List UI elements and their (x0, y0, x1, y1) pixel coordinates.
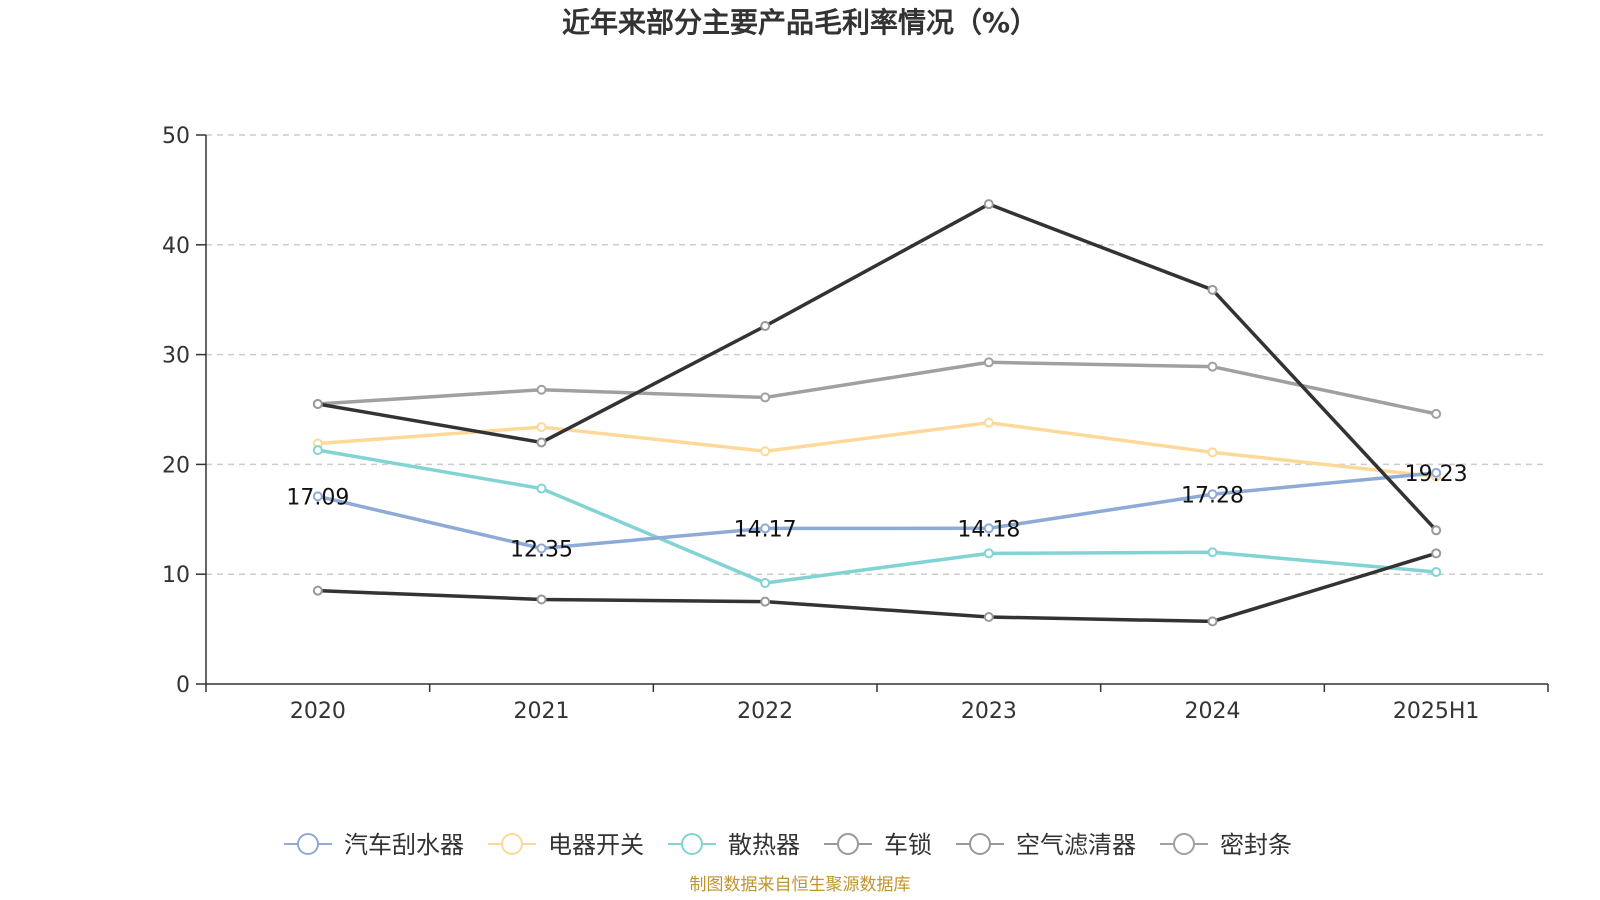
data-point (1431, 467, 1442, 478)
y-tick-label: 0 (176, 673, 190, 698)
series-line (317, 202, 1438, 532)
data-point (983, 523, 994, 534)
legend-item[interactable]: 密封条 (1160, 831, 1292, 859)
series-line (317, 360, 1437, 416)
series-lines (312, 199, 1442, 627)
data-point (760, 392, 771, 403)
legend-item[interactable]: 车锁 (824, 831, 932, 859)
series-line (317, 420, 1437, 479)
data-point (1207, 547, 1218, 558)
legend-label: 空气滤清器 (1016, 831, 1136, 859)
legend: 汽车刮水器 电器开关 散热器 车锁 空气滤清器 密封条 (284, 831, 1292, 859)
y-tick-label: 10 (162, 563, 190, 588)
y-tick-label: 20 (162, 453, 190, 478)
legend-marker (297, 833, 319, 855)
data-labels: 17.09 12.35 14.17 14.18 17.28 19.23 (286, 462, 1467, 563)
data-point (1207, 489, 1218, 500)
legend-item[interactable]: 散热器 (668, 831, 800, 859)
data-label: 19.23 (1405, 462, 1468, 487)
data-point (536, 422, 547, 433)
legend-label: 电器开关 (548, 831, 644, 859)
y-tick-label: 50 (162, 124, 190, 149)
data-label: 14.17 (734, 517, 797, 542)
series-line (317, 448, 1437, 585)
data-point (760, 523, 771, 534)
data-point (312, 585, 323, 596)
x-tick-label: 2021 (514, 699, 570, 724)
legend-label: 密封条 (1220, 831, 1292, 859)
data-point (1207, 447, 1218, 458)
y-tick-label: 30 (162, 344, 190, 369)
data-point (1207, 361, 1218, 372)
x-tick-label: 2025H1 (1393, 699, 1480, 724)
data-label: 17.28 (1181, 483, 1244, 508)
data-point (536, 384, 547, 395)
legend-marker (837, 833, 859, 855)
legend-item[interactable]: 电器开关 (488, 831, 644, 859)
series-line (317, 471, 1437, 551)
legend-marker (1173, 833, 1195, 855)
legend-label: 汽车刮水器 (344, 831, 464, 859)
data-point (1431, 525, 1442, 536)
x-tick-label: 2024 (1185, 699, 1241, 724)
series-line (317, 551, 1437, 624)
data-label: 14.18 (957, 517, 1020, 542)
legend-label: 散热器 (728, 831, 800, 859)
grid-lines (206, 134, 1548, 575)
data-point (1431, 567, 1442, 578)
data-point (760, 596, 771, 607)
legend-marker (501, 833, 523, 855)
legend-item[interactable]: 空气滤清器 (956, 831, 1136, 859)
legend-label: 车锁 (884, 831, 932, 859)
y-tick-label: 40 (162, 234, 190, 259)
data-point (1431, 408, 1442, 419)
data-point (1207, 616, 1218, 627)
axes: 0 10 20 30 40 50 2020 2021 2022 2023 2024 2025H1 (162, 124, 1549, 724)
data-label: 12.35 (510, 537, 573, 562)
chart-title: 近年来部分主要产品毛利率情况（%） (562, 6, 1038, 39)
source-note: 制图数据来自恒生聚源数据库 (690, 875, 911, 895)
data-point (536, 594, 547, 605)
x-tick-label: 2020 (290, 699, 346, 724)
data-point (983, 548, 994, 559)
data-point (983, 612, 994, 623)
data-label: 17.09 (286, 485, 349, 510)
data-point (536, 543, 547, 554)
data-point (983, 357, 994, 368)
legend-marker (681, 833, 703, 855)
data-point (983, 417, 994, 428)
legend-marker (969, 833, 991, 855)
legend-item[interactable]: 汽车刮水器 (284, 831, 464, 859)
data-point (312, 491, 323, 502)
data-point (536, 483, 547, 494)
data-point (312, 399, 323, 410)
data-point (760, 577, 771, 588)
data-point (1207, 284, 1218, 295)
data-point (1431, 548, 1442, 559)
data-point (312, 445, 323, 456)
data-point (536, 437, 547, 448)
x-tick-label: 2023 (961, 699, 1017, 724)
data-point (760, 446, 771, 457)
data-point (760, 321, 771, 332)
data-point (983, 199, 994, 210)
x-tick-label: 2022 (737, 699, 793, 724)
